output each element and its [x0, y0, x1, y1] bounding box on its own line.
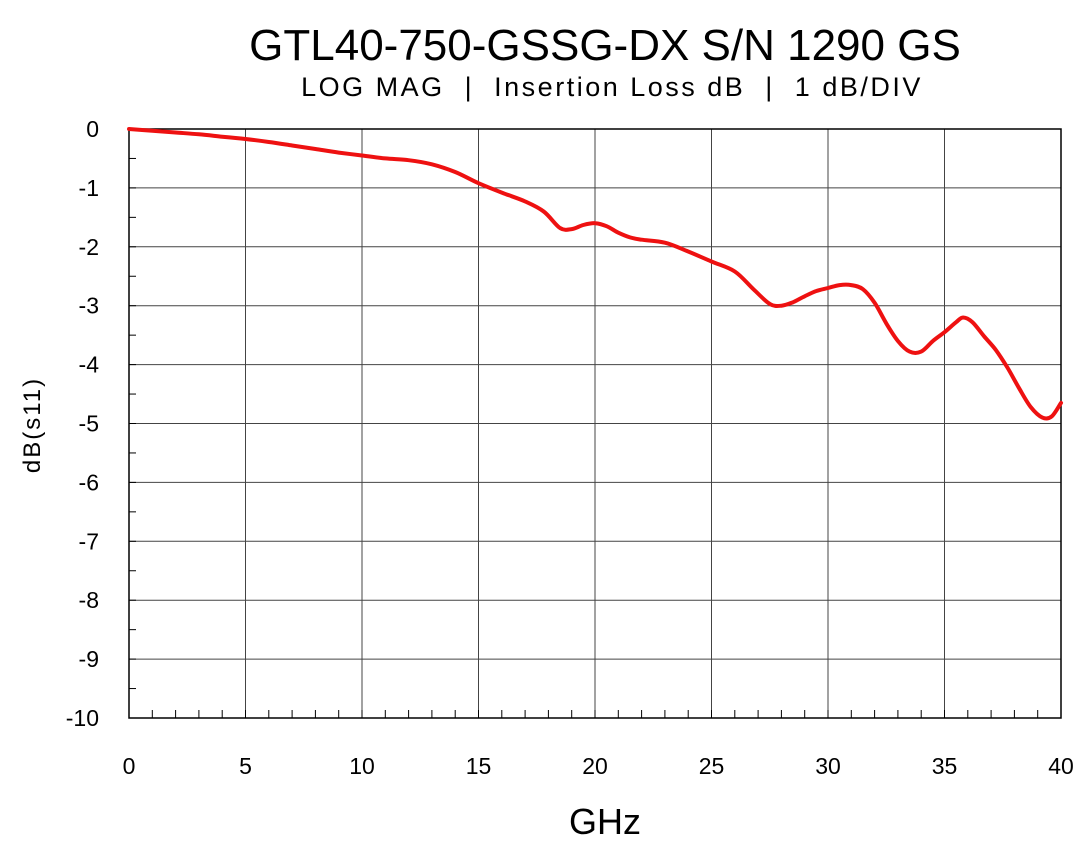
x-tick-labels: 0 5 10 15 20 25 30 35 40	[123, 753, 1074, 779]
y-tick-label: -2	[79, 234, 99, 260]
y-tick-label: -1	[79, 175, 99, 201]
x-tick-label: 10	[349, 753, 375, 779]
x-tick-label: 35	[932, 753, 958, 779]
y-tick-labels: 0 -1 -2 -3 -4 -5 -6 -7 -8 -9 -10	[66, 116, 99, 731]
x-tick-label: 0	[123, 753, 136, 779]
series-line-insertion-loss	[127, 127, 1063, 421]
x-tick-label: 15	[466, 753, 492, 779]
x-tick-label: 40	[1048, 753, 1074, 779]
y-tick-label: -10	[66, 705, 99, 731]
y-tick-label: -6	[79, 469, 99, 495]
y-tick-label: -5	[79, 411, 99, 437]
plot-frame	[128, 128, 1062, 719]
x-tick-label: 20	[582, 753, 608, 779]
chart-subtitle: LOG MAG | Insertion Loss dB | 1 dB/DIV	[301, 72, 923, 102]
y-tick-label: -8	[79, 587, 99, 613]
y-axis-label: dB(s11)	[19, 377, 46, 473]
chart-title: GTL40-750-GSSG-DX S/N 1290 GS	[249, 21, 961, 70]
x-tick-label: 5	[239, 753, 252, 779]
y-tick-label: -3	[79, 293, 99, 319]
y-tick-label: 0	[86, 116, 99, 142]
x-axis-label: GHz	[569, 801, 641, 842]
y-tick-label: -4	[79, 352, 100, 378]
y-tick-label: -9	[79, 646, 99, 672]
x-tick-label: 25	[699, 753, 725, 779]
x-tick-label: 30	[815, 753, 841, 779]
y-tick-label: -7	[79, 528, 99, 554]
grid	[128, 128, 1062, 719]
